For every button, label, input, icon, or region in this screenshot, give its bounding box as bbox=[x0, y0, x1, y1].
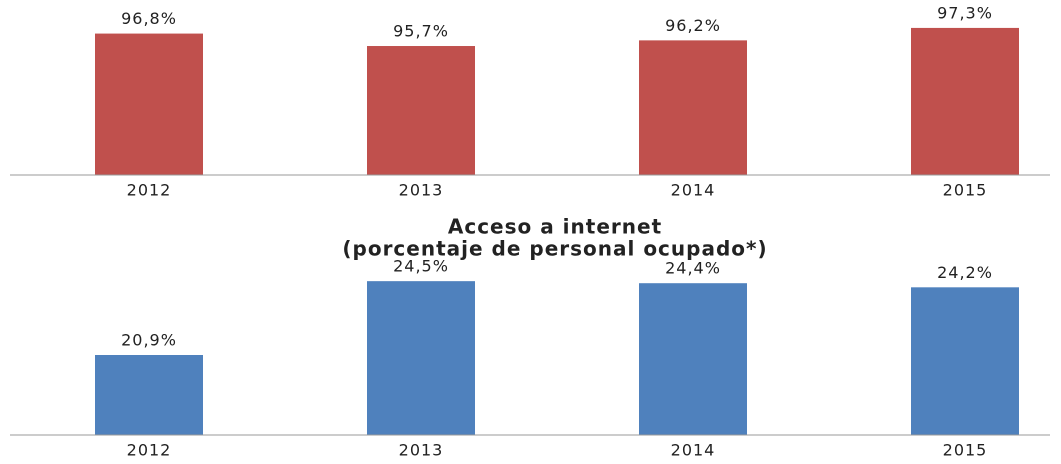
chart-subtitle: (porcentaje de personal ocupado*) bbox=[342, 237, 767, 261]
value-label: 96,2% bbox=[665, 16, 721, 35]
value-label: 24,2% bbox=[937, 263, 993, 282]
chart-title: Acceso a internet bbox=[448, 215, 662, 239]
bar bbox=[95, 33, 203, 175]
x-tick-label: 2012 bbox=[127, 441, 172, 460]
x-tick-label: 2014 bbox=[671, 181, 716, 200]
value-label: 95,7% bbox=[393, 22, 449, 41]
value-label: 24,4% bbox=[665, 259, 721, 278]
bar bbox=[367, 281, 475, 435]
bar bbox=[911, 27, 1019, 175]
value-label: 24,5% bbox=[393, 257, 449, 276]
bar bbox=[639, 40, 747, 176]
bar bbox=[911, 287, 1019, 435]
x-tick-label: 2013 bbox=[399, 441, 444, 460]
bar bbox=[639, 283, 747, 435]
value-label: 97,3% bbox=[937, 3, 993, 22]
x-tick-label: 2014 bbox=[671, 441, 716, 460]
value-label: 96,8% bbox=[121, 9, 177, 28]
bar bbox=[95, 355, 203, 435]
x-tick-label: 2012 bbox=[127, 181, 172, 200]
x-tick-label: 2013 bbox=[399, 181, 444, 200]
x-tick-label: 2015 bbox=[943, 441, 988, 460]
x-tick-label: 2015 bbox=[943, 181, 988, 200]
bar bbox=[367, 46, 475, 175]
value-label: 20,9% bbox=[121, 331, 177, 350]
